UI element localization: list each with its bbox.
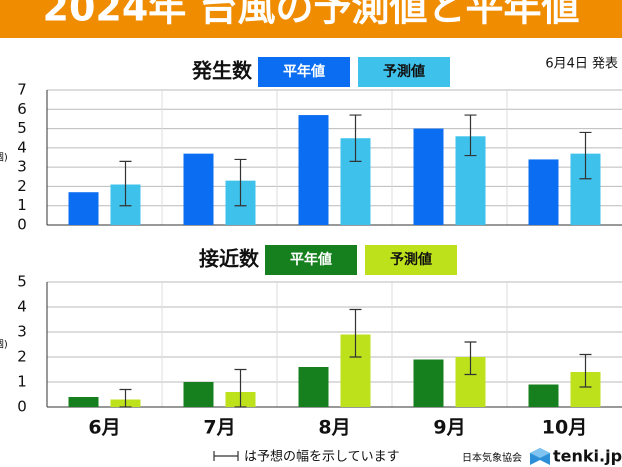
y-tick-label: 2 [17, 177, 27, 195]
y-tick-label: 4 [17, 298, 27, 316]
x-tick-label: 10月 [542, 417, 587, 439]
page-title: 2024年 台風の予測値と平年値 [43, 0, 580, 30]
org: 日本気象協会 [462, 451, 522, 464]
legend-label: 平年値 [290, 251, 332, 268]
legend-label: 平年値 [283, 63, 325, 80]
y-tick-label: 5 [17, 119, 27, 137]
error-bar [579, 353, 592, 388]
legend-label: 予測値 [383, 63, 425, 80]
bar [413, 128, 444, 225]
bar [298, 115, 329, 225]
error-bar [464, 114, 477, 157]
error-bar [579, 131, 592, 180]
bar [68, 397, 99, 407]
error-bar [234, 368, 247, 408]
chart-title: 発生数 [191, 59, 253, 83]
bar [298, 367, 329, 407]
logo: tenki.jp [553, 447, 622, 466]
x-tick-label: 8月 [318, 417, 350, 439]
y-tick-label: 7 [17, 81, 27, 99]
error-bar [349, 308, 362, 358]
legend-swatch [358, 57, 450, 87]
x-tick-label: 6月 [88, 417, 120, 439]
bar [68, 192, 99, 225]
bar [413, 359, 444, 407]
date: 6月4日 発表 [545, 57, 618, 72]
bar [183, 153, 214, 225]
x-tick-label: 9月 [433, 417, 465, 439]
y-tick-label: 0 [17, 216, 27, 234]
y-tick-label: 0 [17, 398, 27, 416]
y-tick-label: 1 [17, 373, 27, 391]
legend-label: 予測値 [390, 251, 432, 268]
y-tick-label: 3 [17, 323, 27, 341]
error-bar [234, 158, 247, 207]
bar [528, 384, 559, 407]
error-bar [464, 341, 477, 376]
y-tick-label: 3 [17, 158, 27, 176]
error-bar [119, 160, 132, 207]
y-tick-label: 4 [17, 138, 27, 156]
bar [183, 382, 214, 407]
x-tick-label: 7月 [203, 417, 235, 439]
legend-swatch [365, 245, 457, 275]
banner [0, 0, 622, 38]
y-tick-label: 2 [17, 348, 27, 366]
y-tick-label: 6 [17, 100, 27, 118]
error-bar [119, 388, 132, 408]
footer-note: は予想の幅を示しています [244, 449, 400, 465]
y-axis-label: (個) [0, 151, 8, 164]
legend-swatch [265, 245, 357, 275]
legend-swatch [258, 57, 350, 87]
bar [528, 159, 559, 225]
logo-icon [530, 448, 550, 465]
y-tick-label: 1 [17, 196, 27, 214]
range-icon [213, 451, 239, 461]
error-bar [349, 114, 362, 162]
y-tick-label: 5 [17, 273, 27, 291]
y-axis-label: (個) [0, 338, 8, 351]
chart-title: 接近数 [199, 247, 260, 271]
